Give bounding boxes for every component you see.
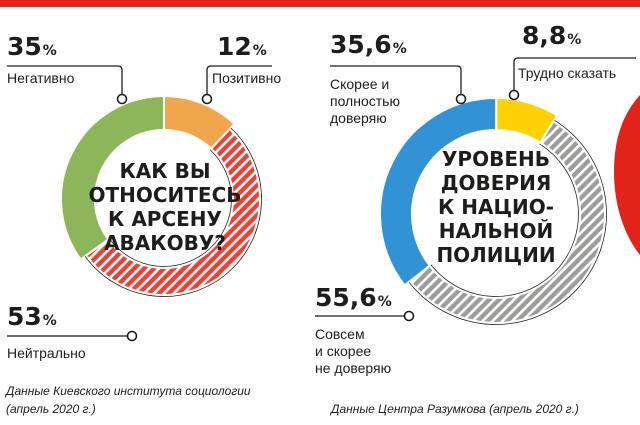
chart-1-label-positive: 12% Позитивно — [201, 32, 281, 105]
chart-2-value-text: 8,8 — [522, 21, 566, 50]
chart-1-unit-text: % — [43, 43, 57, 59]
chart-2-unit-text: % — [567, 32, 581, 48]
chart-1-source-line: (апрель 2020 г.) — [6, 402, 96, 416]
chart-2-value-text: 55,6 — [315, 283, 377, 312]
chart-1-label-negative-value: 35% — [7, 32, 57, 61]
chart-1-unit-text: % — [253, 43, 267, 59]
chart-2-leader-hard-to-say — [513, 57, 636, 95]
chart-1-label-positive-text: Позитивно — [212, 70, 281, 86]
chart-2-label-trust-text: Скорее и — [330, 76, 389, 92]
chart-2-leader-trust — [330, 65, 462, 99]
chart-1-title-line: АВАКОВУ? — [104, 231, 226, 255]
chart-2-label-hard-to-say-value: 8,8% — [522, 21, 581, 50]
chart-2-title-line: К НАЦИО- — [438, 195, 554, 219]
chart-2-label-distrust-text: и скорее — [315, 343, 371, 359]
chart-1-leader-negative — [7, 65, 123, 99]
chart-1-unit-text: % — [43, 313, 57, 329]
chart-2-label-distrust: 55,6% Совсем и скорее не доверяю — [315, 283, 415, 376]
chart-2-title-line: ДОВЕРИЯ — [441, 171, 552, 195]
chart-1-label-neutral-text: Нейтрально — [7, 345, 86, 361]
chart-2-label-hard-to-say: 8,8% Трудно сказать — [508, 21, 636, 101]
chart-2-leader-dot-trust — [455, 93, 467, 105]
chart-1-value-text: 35 — [7, 32, 42, 61]
chart-1-center-title: КАК ВЫ ОТНОСИТЕСЬ К АРСЕНУ АВАКОВУ? — [88, 159, 241, 255]
chart-2-leader-dot-distrust — [403, 310, 415, 322]
top-band — [0, 0, 640, 7]
chart-police-trust: УРОВЕНЬ ДОВЕРИЯ К НАЦИО- НАЛЬНОЙ ПОЛИЦИИ… — [315, 21, 636, 416]
chart-2-label-distrust-value: 55,6% — [315, 283, 392, 312]
chart-2-title-line: НАЛЬНОЙ — [439, 219, 554, 243]
chart-2-value-text: 35,6 — [330, 30, 392, 59]
chart-1-leader-dot-positive — [201, 93, 213, 105]
chart-1-leader-dot-neutral — [126, 330, 138, 342]
chart-1-label-negative-text: Негативно — [7, 70, 75, 86]
chart-2-label-hard-to-say-text: Трудно сказать — [518, 65, 616, 81]
chart-1-slice-neutral — [84, 127, 261, 296]
chart-1-leader-positive — [206, 65, 272, 99]
chart-2-label-trust: 35,6% Скорее и полностью доверяю — [330, 30, 467, 126]
chart-2-center-title: УРОВЕНЬ ДОВЕРИЯ К НАЦИО- НАЛЬНОЙ ПОЛИЦИИ — [436, 147, 555, 267]
chart-1-value-text: 53 — [7, 302, 42, 331]
chart-1-slices — [60, 94, 262, 297]
chart-2-title-line: ПОЛИЦИИ — [436, 243, 555, 267]
chart-2-label-trust-value: 35,6% — [330, 30, 407, 59]
chart-2-leader-dot-hard-to-say — [508, 89, 520, 101]
chart-1-title-line: К АРСЕНУ — [108, 207, 222, 231]
chart-2-slices — [379, 96, 607, 325]
chart-1-source-line: Данные Киевского института социологии — [4, 384, 251, 398]
chart-1-label-negative: 35% Негативно — [7, 32, 128, 105]
chart-1-value-text: 12 — [217, 32, 252, 61]
chart-2-unit-text: % — [378, 294, 392, 310]
chart-2-source-line: Данные Центра Разумкова (апрель 2020 г.) — [329, 402, 579, 416]
chart-2-label-distrust-text: не доверяю — [315, 360, 391, 376]
chart-1-label-positive-value: 12% — [217, 32, 267, 61]
chart-1-slice-positive — [163, 94, 236, 151]
chart-2-label-distrust-text: Совсем — [315, 326, 365, 342]
chart-1-leader-dot-negative — [116, 93, 128, 105]
chart-2-unit-text: % — [393, 41, 407, 57]
chart-1-label-neutral-value: 53% — [7, 302, 57, 331]
chart-2-label-trust-text: доверяю — [330, 110, 387, 126]
chart-2-label-trust-text: полностью — [330, 93, 400, 109]
chart-1-title-line: КАК ВЫ — [119, 159, 210, 183]
chart-attitude-avakov: КАК ВЫ ОТНОСИТЕСЬ К АРСЕНУ АВАКОВУ? 35% … — [4, 32, 281, 416]
chart-1-slice-negative — [60, 94, 165, 261]
right-accent-shape — [614, 95, 640, 255]
chart-2-slice-distrust — [408, 120, 606, 324]
chart-1-title-line: ОТНОСИТЕСЬ — [88, 183, 241, 207]
chart-2-title-line: УРОВЕНЬ — [442, 147, 550, 171]
chart-1-label-neutral: 53% Нейтрально — [7, 302, 138, 361]
